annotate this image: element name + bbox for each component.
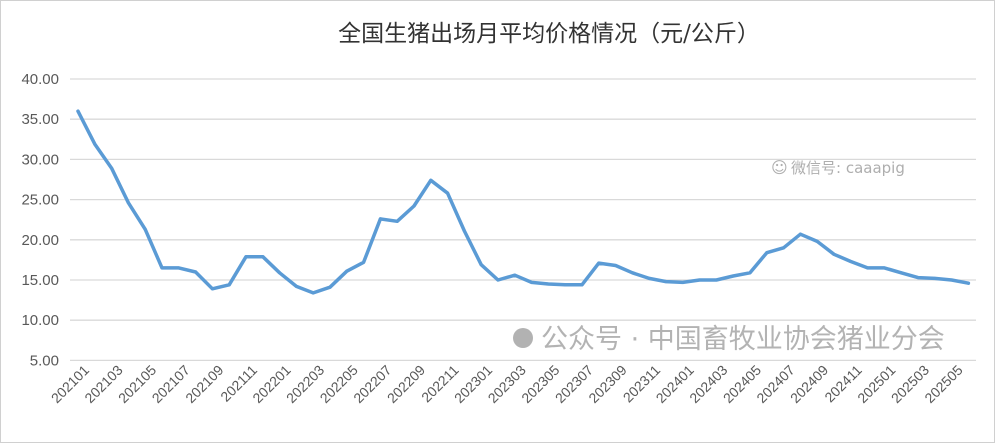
data-point [513,273,517,277]
x-tick-label: 202209 [384,362,428,406]
data-point [76,109,80,113]
data-point [714,278,718,282]
data-point [563,283,567,287]
data-point [160,266,164,270]
chart-title: 全国生猪出场月平均价格情况（元/公斤） [338,21,760,47]
data-point [194,270,198,274]
data-point [429,178,433,182]
data-point [328,285,332,289]
data-point [93,142,97,146]
account-watermark-text: 公众号 · 中国畜牧业协会猪业分会 [541,324,945,355]
data-point [530,280,534,284]
data-point [614,264,618,268]
data-point [798,232,802,236]
data-point [110,166,114,170]
data-point [731,274,735,278]
data-point [143,227,147,231]
data-point [244,255,248,259]
data-point [899,271,903,275]
y-axis-ticks: 5.00 10.00 15.00 20.00 25.00 30.00 35.00 40.00 [21,71,59,369]
data-point [210,287,214,291]
series-line [76,109,971,295]
data-point [362,260,366,264]
y-tick-label: 30.00 [21,151,59,168]
y-tick-label: 5.00 [30,352,59,369]
data-point [933,276,937,280]
data-point [882,266,886,270]
y-tick-label: 25.00 [21,192,59,209]
data-point [832,252,836,256]
x-tick-label: 202505 [921,362,965,406]
data-point [698,278,702,282]
data-point [647,276,651,280]
y-tick-label: 40.00 [21,71,59,88]
data-point [597,261,601,265]
data-point [664,280,668,284]
data-point [126,201,130,205]
account-logo-icon [513,328,533,348]
data-point [966,281,970,285]
data-point [479,263,483,267]
data-point [462,229,466,233]
data-point [782,246,786,250]
x-tick-label: 202109 [182,362,226,406]
data-point [311,291,315,295]
wechat-icon: ☺ [771,158,788,177]
data-point [395,219,399,223]
wechat-id-watermark: 微信号: caaapig [791,159,905,177]
data-point [412,204,416,208]
y-tick-label: 10.00 [21,312,59,329]
data-point [748,271,752,275]
data-point [278,271,282,275]
series-group [76,109,971,295]
data-point [345,269,349,273]
x-tick-label: 202409 [787,362,831,406]
data-point [294,284,298,288]
data-point [546,282,550,286]
data-point [227,283,231,287]
data-point [177,266,181,270]
data-point [950,278,954,282]
data-point [866,266,870,270]
data-point [681,280,685,284]
data-point [261,255,265,259]
data-point [630,271,634,275]
x-axis-ticks: 2021012021032021052021072021092021112022… [48,362,966,406]
data-point [496,278,500,282]
data-point [765,251,769,255]
data-point [815,239,819,243]
x-tick-label: 202309 [585,362,629,406]
data-point [378,217,382,221]
data-point [916,276,920,280]
y-tick-label: 20.00 [21,232,59,249]
wechat-watermark: ☺ 微信号: caaapig [771,158,905,177]
y-tick-label: 15.00 [21,272,59,289]
data-point [849,260,853,264]
y-tick-label: 35.00 [21,111,59,128]
data-point [446,191,450,195]
gridlines [70,78,976,362]
data-point [580,283,584,287]
account-watermark: 公众号 · 中国畜牧业协会猪业分会 [513,324,945,355]
